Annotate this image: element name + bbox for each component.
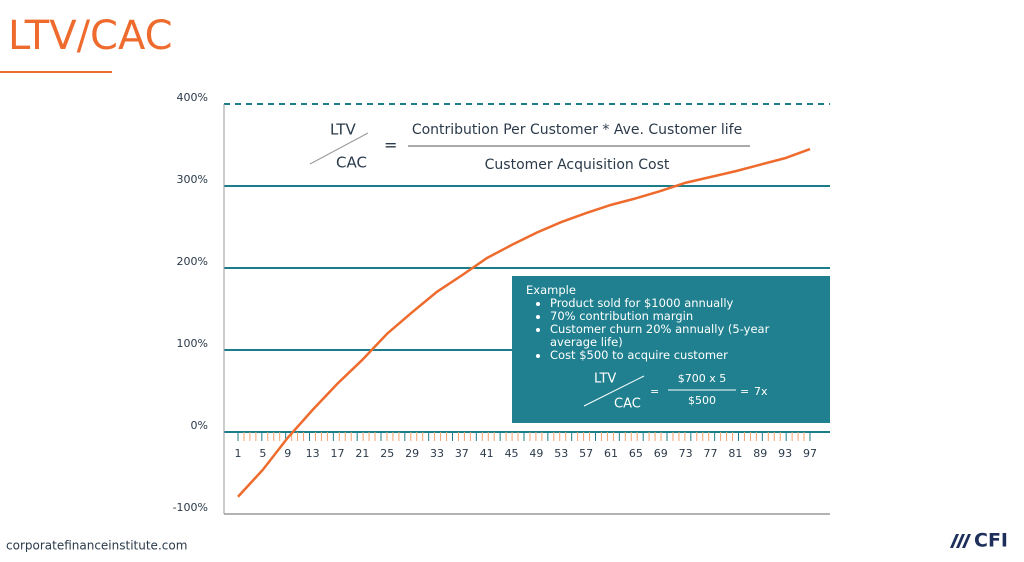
x-tick-label: 21 — [355, 447, 369, 460]
x-tick-label: 97 — [803, 447, 817, 460]
x-tick-label: 89 — [753, 447, 767, 460]
footer: corporatefinanceinstitute.com — [6, 539, 187, 553]
x-tick-label: 17 — [330, 447, 344, 460]
formula-equals: = — [384, 136, 397, 155]
example-bullet: Customer churn 20% annually (5-year aver… — [550, 323, 812, 349]
x-tick-label: 5 — [259, 447, 266, 460]
example-bullet: 70% contribution margin — [550, 310, 812, 323]
logo: CFI — [974, 530, 1008, 552]
ex-result: 7x — [754, 385, 768, 398]
x-tick-label: 49 — [529, 447, 543, 460]
formula-numerator: Contribution Per Customer * Ave. Custome… — [412, 122, 742, 138]
x-tick-label: 9 — [284, 447, 291, 460]
x-tick-label: 77 — [704, 447, 718, 460]
x-tick-label: 37 — [455, 447, 469, 460]
x-tick-label: 57 — [579, 447, 593, 460]
example-bullet: Cost $500 to acquire customer — [550, 349, 812, 362]
y-tick-label: 100% — [177, 337, 208, 350]
x-tick-label: 61 — [604, 447, 618, 460]
x-tick-label: 25 — [380, 447, 394, 460]
example-list: Product sold for $1000 annually70% contr… — [526, 297, 816, 362]
x-tick-label: 45 — [505, 447, 519, 460]
series-line — [237, 147, 811, 498]
x-tick-label: 1 — [235, 447, 242, 460]
y-tick-label: 200% — [177, 255, 208, 268]
x-tick-label: 13 — [306, 447, 320, 460]
formula-slash — [309, 132, 369, 165]
ex-result-equals: = — [740, 385, 749, 398]
example-heading: Example — [526, 283, 576, 297]
x-tick-label: 69 — [654, 447, 668, 460]
logo-mark — [950, 534, 971, 548]
ex-equals: = — [650, 385, 659, 398]
ex-slash — [583, 375, 645, 407]
slide-title: LTV/CAC — [8, 13, 173, 59]
x-tick-label: 81 — [728, 447, 742, 460]
y-tick-label: 300% — [177, 173, 208, 186]
x-tick-label: 41 — [480, 447, 494, 460]
ex-lhs-top: LTV — [594, 372, 616, 387]
example-formula: LTV CAC = $700 x 5 $500 = 7x — [583, 372, 768, 412]
x-tick-label: 29 — [405, 447, 419, 460]
ex-numerator: $700 x 5 — [678, 372, 727, 385]
x-tick-label: 33 — [430, 447, 444, 460]
formula-lhs-top: LTV — [330, 121, 356, 139]
formula-denominator: Customer Acquisition Cost — [485, 157, 670, 173]
x-tick-label: 73 — [679, 447, 693, 460]
ex-lhs-bottom: CAC — [614, 397, 641, 412]
x-tick-label: 53 — [554, 447, 568, 460]
y-tick-label: 400% — [177, 91, 208, 104]
y-tick-label: -100% — [173, 501, 208, 514]
example-bullet: Product sold for $1000 annually — [550, 297, 812, 310]
ex-denominator: $500 — [688, 394, 716, 407]
x-tick-label: 65 — [629, 447, 643, 460]
x-tick-label: 93 — [778, 447, 792, 460]
y-tick-label: 0% — [191, 419, 208, 432]
example-box: Example Product sold for $1000 annually7… — [512, 276, 830, 423]
formula-lhs-bottom: CAC — [336, 154, 367, 172]
